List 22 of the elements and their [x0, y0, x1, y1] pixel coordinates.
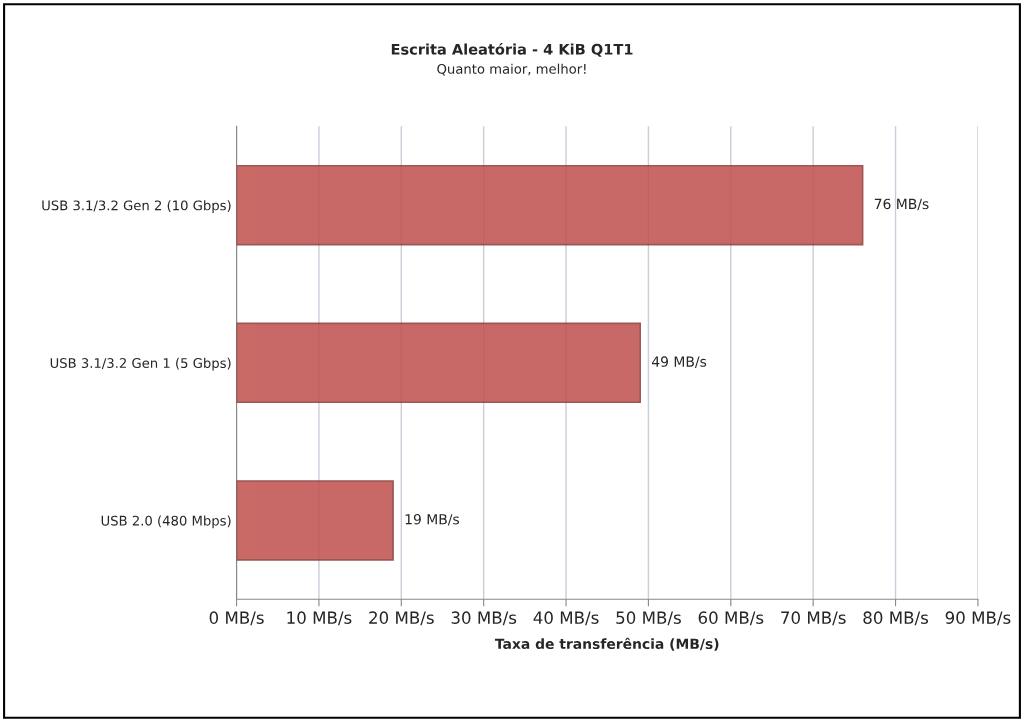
chart-subtitle: Escrita Aleatória - 4 KiB Q1T1: [391, 42, 633, 57]
x-tick-label: 0 MB/s: [209, 611, 264, 626]
y-tick-label: USB 3.1/3.2 Gen 1 (5 Gbps): [50, 357, 231, 371]
x-tick-label: 60 MB/s: [698, 611, 764, 626]
data-label: 76 MB/s: [874, 198, 929, 211]
y-tick-label: USB 2.0 (480 Mbps): [101, 515, 231, 529]
x-tick-label: 50 MB/s: [616, 611, 681, 626]
bar: [236, 164, 864, 246]
x-tick-label: 80 MB/s: [863, 611, 929, 626]
bar: [236, 480, 394, 561]
x-axis-title: Taxa de transferência (MB/s): [494, 637, 719, 651]
text: Quanto maior, melhor!: [437, 63, 586, 76]
x-tick-label: 40 MB/s: [533, 611, 599, 626]
x-tick-label: 30 MB/s: [451, 611, 517, 626]
x-tick-label: 20 MB/s: [369, 611, 434, 626]
data-label: 49 MB/s: [651, 356, 707, 368]
bar: [236, 322, 642, 404]
x-tick-label: 90 MB/s: [945, 611, 1011, 626]
x-tick-label: 70 MB/s: [781, 611, 846, 626]
y-tick-label: USB 3.1/3.2 Gen 2 (10 Gbps): [42, 200, 231, 213]
data-label: 19 MB/s: [405, 513, 459, 526]
x-tick-label: 10 MB/s: [287, 611, 352, 626]
